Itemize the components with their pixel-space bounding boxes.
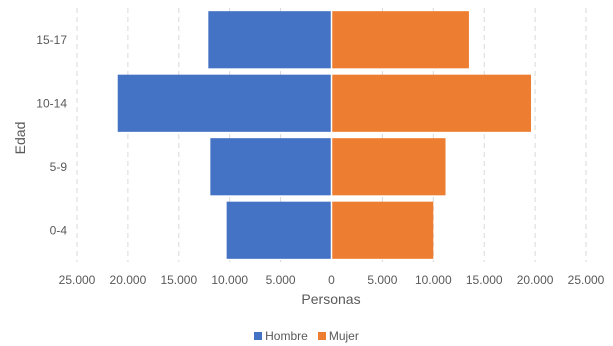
bar-mujer-0-4	[331, 201, 434, 259]
x-tick-label: 20.000	[110, 273, 147, 287]
x-tick-label: 0	[328, 273, 335, 287]
legend-label-mujer: Mujer	[328, 329, 359, 343]
y-axis-title: Edad	[12, 122, 28, 155]
x-tick-label: 5.000	[367, 273, 397, 287]
bar-mujer-15-17	[331, 11, 469, 69]
x-tick-label: 15.000	[466, 273, 503, 287]
bar-hombre-10-14	[117, 74, 332, 132]
x-tick-label: 10.000	[211, 273, 248, 287]
x-tick-label: 5.000	[266, 273, 296, 287]
legend-item-hombre: Hombre	[254, 329, 308, 343]
x-tick-label: 25.000	[59, 273, 96, 287]
bar-mujer-5-9	[331, 138, 446, 196]
bars	[117, 8, 532, 262]
legend-swatch-hombre	[254, 332, 263, 340]
bar-hombre-5-9	[210, 138, 332, 196]
legend-label-hombre: Hombre	[265, 329, 308, 343]
bar-hombre-15-17	[208, 11, 332, 69]
x-tick-labels: 25.000 20.000 15.000 10.000 5.000 0 5.000 10.00…	[59, 273, 605, 287]
bar-hombre-0-4	[226, 201, 332, 259]
x-tick-label: 25.000	[568, 273, 605, 287]
y-tick-label: 5-9	[50, 160, 68, 174]
bar-mujer-10-14	[331, 74, 532, 132]
legend-swatch-mujer	[317, 332, 326, 340]
x-tick-label: 20.000	[517, 273, 554, 287]
y-tick-label: 10-14	[36, 96, 67, 110]
legend: Hombre Mujer	[0, 326, 613, 346]
legend-item-mujer: Mujer	[317, 329, 359, 343]
y-tick-label: 0-4	[50, 223, 68, 237]
y-tick-label: 15-17	[36, 33, 67, 47]
x-axis-title: Personas	[301, 291, 360, 307]
x-tick-label: 15.000	[160, 273, 197, 287]
x-tick-label: 10.000	[415, 273, 452, 287]
y-tick-labels: 0-4 5-9 10-14 15-17	[36, 33, 67, 238]
